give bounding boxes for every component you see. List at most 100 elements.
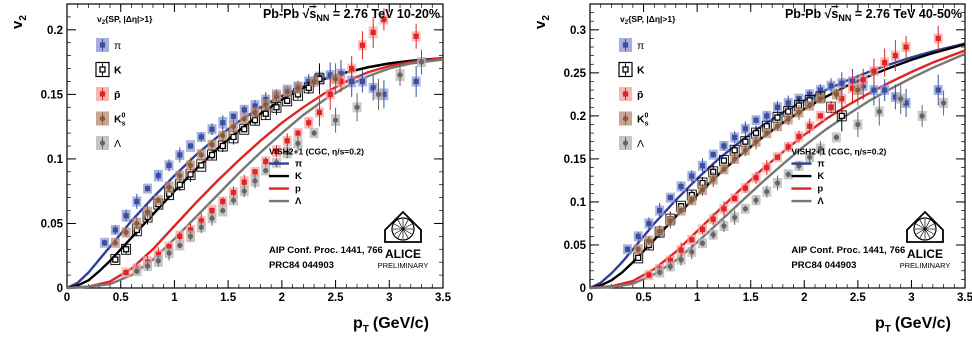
data-point	[646, 238, 652, 244]
x-axis-title-main: p	[875, 315, 885, 332]
panel-title: Pb-Pb √sNN = 2.76 TeV 10-20%	[263, 7, 440, 23]
y-tick-label: 0.1	[570, 197, 587, 209]
data-point	[155, 251, 161, 258]
data-point	[102, 240, 108, 246]
legend-label: Λ	[114, 138, 121, 150]
logo-ray	[919, 220, 926, 230]
y-tick-label: 0.05	[564, 240, 587, 252]
legend-entry-0: π	[96, 38, 121, 52]
series-4	[655, 83, 949, 278]
series-4	[132, 49, 427, 277]
title-centrality: 10-20%	[397, 7, 440, 21]
data-point	[807, 154, 813, 160]
x-axis-title: pT (GeV/c)	[353, 315, 429, 335]
y-tick-label: 0	[580, 283, 586, 295]
data-point	[764, 164, 770, 171]
logo-ray	[919, 228, 926, 238]
legend-title-sub: 2	[625, 20, 629, 26]
legend-marker	[99, 115, 106, 122]
data-point	[667, 218, 673, 224]
data-point	[710, 216, 716, 222]
data-point	[316, 109, 323, 116]
legend-entry-3: Ks0	[619, 111, 649, 128]
data-point	[689, 237, 695, 243]
data-point	[774, 114, 781, 121]
data-point	[155, 258, 161, 264]
model-legend-label: π	[295, 159, 303, 170]
model-curve-1	[589, 43, 966, 290]
data-point	[220, 120, 226, 126]
data-point	[112, 227, 118, 233]
data-point	[418, 59, 425, 65]
data-point	[230, 113, 237, 119]
data-point	[230, 133, 237, 141]
data-point	[678, 207, 684, 214]
data-point	[198, 152, 204, 158]
data-point	[860, 77, 866, 83]
data-point	[112, 240, 118, 246]
legend-marker	[99, 66, 106, 73]
legend-marker	[622, 66, 629, 73]
data-point	[742, 138, 749, 145]
data-point	[753, 197, 759, 203]
title-system: Pb-Pb √	[785, 7, 832, 21]
series-0	[623, 68, 943, 255]
legend-label: p̄	[114, 89, 120, 101]
logo-text: ALICE	[907, 247, 943, 261]
data-point	[273, 104, 280, 111]
x-tick-label: 0.5	[636, 292, 653, 304]
legend-label: Λ	[637, 138, 644, 150]
data-point	[635, 233, 641, 239]
data-point	[134, 268, 140, 274]
legend-label: p̄	[637, 89, 643, 101]
legend-title-rest: {SP, |Δη|>1}	[628, 14, 676, 24]
x-tick-label: 1	[171, 292, 178, 304]
x-tick-label: 2	[279, 292, 285, 304]
title-energy-symbol: s	[831, 7, 838, 21]
data-point	[284, 149, 290, 156]
legend-marker	[99, 42, 106, 48]
reference-line-1: AIP Conf. Proc. 1441, 766	[269, 245, 383, 256]
logo-subtext: PRELIMINARY	[378, 261, 429, 270]
data-point	[721, 166, 727, 172]
data-point	[251, 117, 259, 124]
x-tick-label: 1	[694, 292, 701, 304]
data-point	[732, 134, 738, 140]
model-curve-1	[66, 57, 444, 290]
legend-marker	[622, 140, 629, 146]
data-point	[678, 247, 684, 253]
data-point	[657, 207, 663, 214]
data-point	[155, 173, 161, 179]
logo-ray	[924, 228, 934, 235]
data-point	[785, 171, 791, 177]
data-point	[667, 195, 673, 201]
data-point	[144, 186, 151, 192]
y-tick-label: 0.1	[47, 154, 64, 166]
data-point	[166, 184, 172, 190]
data-point	[699, 187, 706, 193]
x-axis-title-sub: T	[363, 324, 369, 335]
data-point	[833, 91, 840, 97]
x-tick-label: 3.5	[435, 292, 452, 304]
data-point	[646, 220, 652, 227]
data-point	[349, 78, 355, 85]
x-tick-label: 2	[801, 292, 807, 304]
legend-entry-3: Ks0	[96, 111, 126, 128]
data-point	[311, 130, 317, 136]
data-point	[721, 143, 727, 149]
data-point	[187, 227, 194, 233]
data-point	[678, 183, 684, 190]
data-point	[284, 97, 291, 104]
legend-entry-2: p̄	[96, 87, 120, 101]
data-point	[657, 269, 663, 276]
data-point	[839, 96, 845, 102]
logo-ring	[913, 217, 937, 241]
data-point	[187, 233, 194, 239]
x-tick-label: 0.5	[113, 292, 130, 304]
x-tick-label: 3	[386, 292, 392, 304]
data-point	[273, 94, 280, 100]
data-point	[177, 173, 183, 179]
x-tick-label: 2.5	[850, 292, 867, 304]
data-point	[305, 84, 312, 92]
data-point	[306, 120, 312, 126]
